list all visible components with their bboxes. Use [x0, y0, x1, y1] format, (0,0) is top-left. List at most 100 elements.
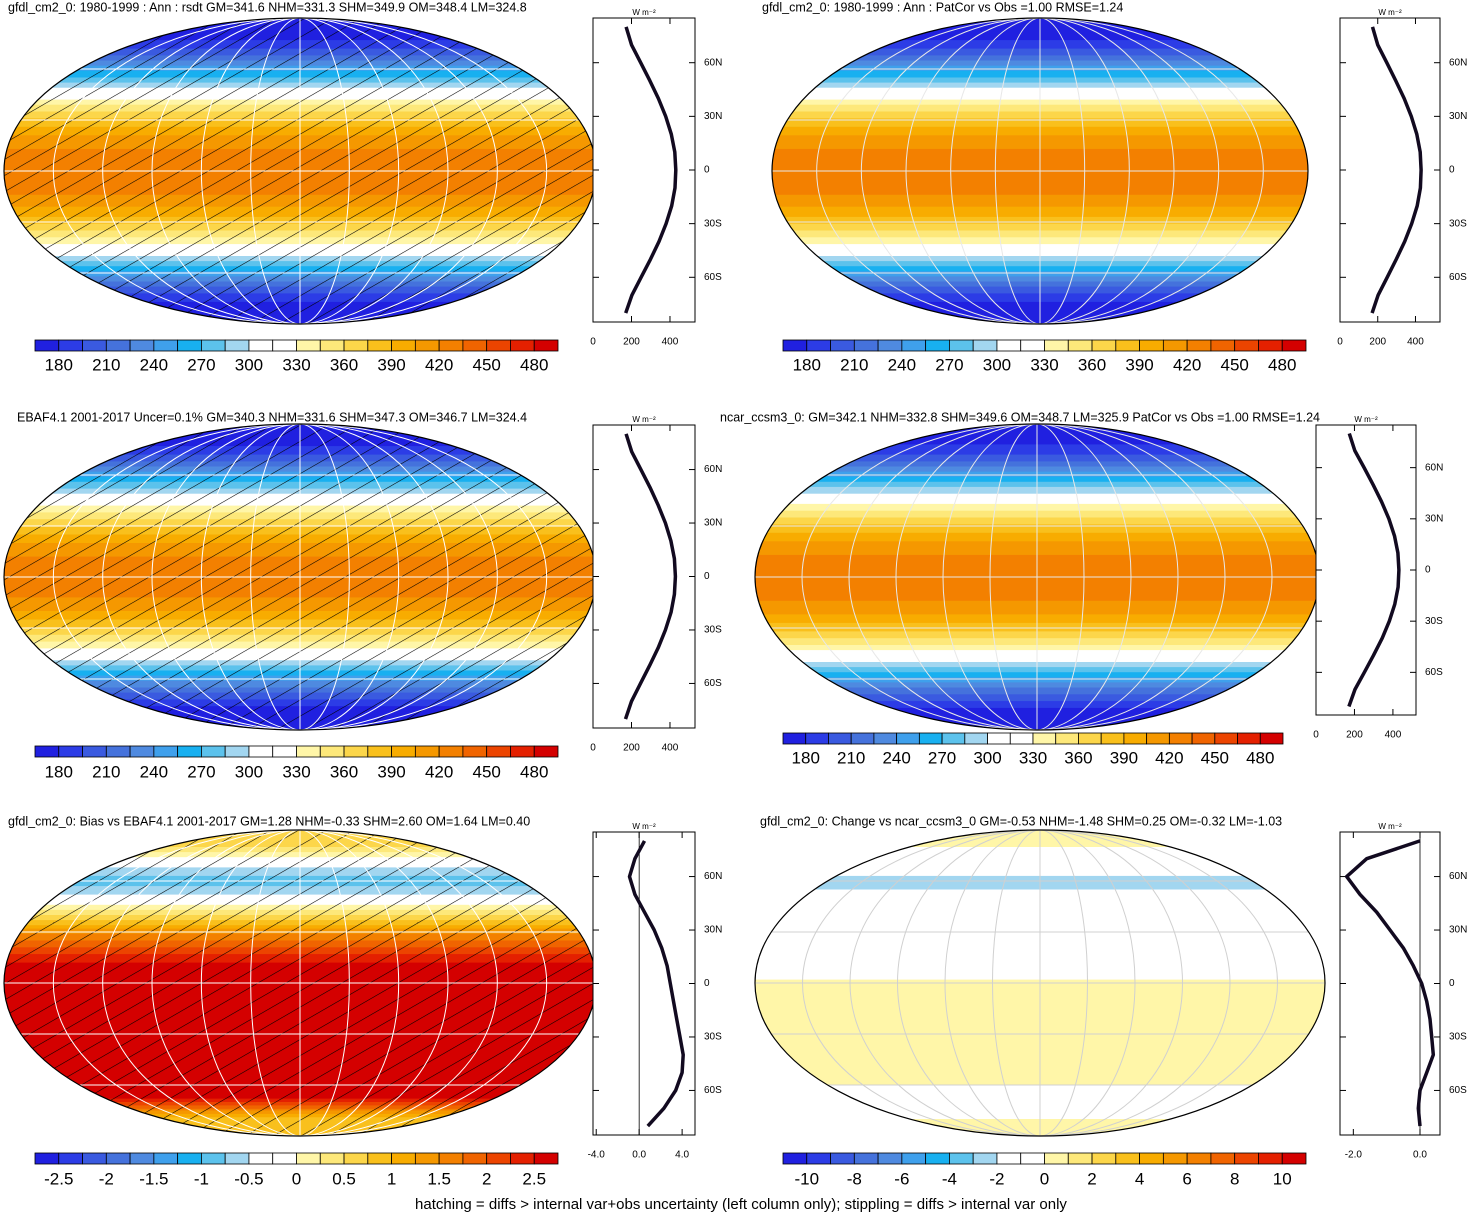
zonal-mean-line [1370, 26, 1423, 314]
colorbar-swatch [510, 339, 535, 352]
colorbar-swatch [34, 339, 60, 352]
meridian [52, 424, 548, 730]
y-tick-label: 30N [704, 111, 722, 122]
colorbar-swatch [1162, 1152, 1188, 1165]
colorbar-swatch [1214, 732, 1238, 745]
zonal-mean-line [627, 840, 685, 1128]
colorbar-label: 6 [1182, 1169, 1191, 1188]
colorbar-label: 330 [282, 762, 310, 781]
profile-frame [592, 831, 696, 1136]
colorbar-swatch [533, 339, 559, 352]
colorbar-label: 360 [330, 762, 358, 781]
y-tick-label: 30N [704, 925, 722, 936]
y-tick-label: 0 [1449, 165, 1455, 176]
colorbar-label: 390 [1125, 355, 1153, 374]
meridian [950, 18, 1130, 324]
meridian [801, 424, 1273, 730]
colorbar-label: -1 [194, 1169, 209, 1188]
colorbar-swatch [925, 1152, 950, 1165]
meridian [849, 830, 1231, 1136]
colorbar-label: 180 [45, 762, 73, 781]
colorbar-label: -2 [99, 1169, 114, 1188]
colorbar-swatch [964, 732, 988, 745]
colorbar-label: 240 [140, 355, 168, 374]
colorbar-swatch [58, 745, 83, 758]
colorbar-swatch [1067, 339, 1093, 352]
colorbar-swatch [828, 732, 852, 745]
y-tick-label: 60S [704, 1085, 722, 1096]
colorbar-swatch [296, 339, 321, 352]
colorbar-swatch [153, 745, 179, 758]
colorbar-swatch [987, 732, 1011, 745]
colorbar-swatch [224, 745, 250, 758]
colorbar-label: -0.5 [234, 1169, 263, 1188]
y-tick-label: 60N [1449, 871, 1467, 882]
colorbar-swatch [1237, 732, 1261, 745]
x-tick-label: 400 [662, 337, 679, 348]
colorbar-swatch [941, 732, 966, 745]
colorbar-label: 270 [187, 762, 215, 781]
y-tick-label: 30N [1425, 513, 1443, 524]
meridian [989, 424, 1085, 730]
colorbar-label: 4 [1135, 1169, 1144, 1188]
y-tick-label: 0 [1449, 978, 1455, 989]
colorbar-swatch [367, 339, 392, 352]
colorbar-swatch [177, 1152, 202, 1165]
x-tick-label: -4.0 [588, 1150, 606, 1161]
x-tick-label: 200 [623, 337, 640, 348]
x-tick-label: -2.0 [1345, 1150, 1363, 1161]
panel-title: gfdl_cm2_0: 1980-1999 : Ann : rsdt GM=34… [8, 0, 527, 14]
colorbar-swatch [82, 745, 107, 758]
y-tick-label: 60S [704, 272, 722, 283]
profile-frame [1339, 831, 1441, 1136]
colorbar-swatch [82, 1152, 107, 1165]
colorbar-swatch [201, 1152, 226, 1165]
colorbar-swatch [248, 1152, 274, 1165]
meridian [102, 18, 498, 324]
colorbar-label: 8 [1230, 1169, 1239, 1188]
colorbar-swatch [438, 745, 464, 758]
colorbar-label: -10 [794, 1169, 819, 1188]
y-tick-label: 30N [1449, 925, 1467, 936]
y-tick-label: 0 [704, 571, 710, 582]
map-outline [754, 829, 1326, 1137]
meridian [102, 830, 498, 1136]
map [772, 18, 1308, 324]
colorbar-label: 420 [425, 355, 453, 374]
meridian [102, 424, 498, 730]
meridian [200, 424, 400, 730]
y-tick-label: 30S [1449, 218, 1467, 229]
map [4, 424, 596, 730]
colorbar-label: 330 [282, 355, 310, 374]
profile-unit: W m⁻² [1354, 415, 1378, 424]
colorbar-swatch [1100, 732, 1125, 745]
colorbar-label: 210 [92, 762, 120, 781]
colorbar-swatch [58, 339, 83, 352]
colorbar-swatch [129, 745, 155, 758]
colorbar-label: 2 [482, 1169, 491, 1188]
colorbar-label: 330 [1030, 355, 1058, 374]
y-tick-label: 60S [1449, 1085, 1467, 1096]
colorbar-label: 0 [292, 1169, 301, 1188]
colorbar-label: 420 [1155, 748, 1183, 767]
meridian [942, 424, 1132, 730]
colorbar-label: 450 [1220, 355, 1248, 374]
colorbar-label: 480 [1268, 355, 1296, 374]
y-tick-label: 60N [1425, 462, 1443, 473]
colorbar-swatch [224, 339, 250, 352]
panel-title: gfdl_cm2_0: Change vs ncar_ccsm3_0 GM=-0… [760, 814, 1282, 828]
colorbar-swatch [873, 732, 898, 745]
colorbar-label: 390 [377, 355, 405, 374]
colorbar-swatch [806, 339, 831, 352]
y-tick-label: 30N [1449, 111, 1467, 122]
colorbar-swatch [1139, 339, 1164, 352]
colorbar-swatch [1186, 1152, 1212, 1165]
colorbar-swatch [901, 1152, 927, 1165]
colorbar-swatch [996, 339, 1022, 352]
colorbar-label: 2.5 [522, 1169, 546, 1188]
meridian [944, 830, 1136, 1136]
colorbar-label: 270 [935, 355, 963, 374]
colorbar-swatch [486, 745, 511, 758]
colorbar-label: 0 [1040, 1169, 1049, 1188]
colorbar-swatch [486, 1152, 511, 1165]
